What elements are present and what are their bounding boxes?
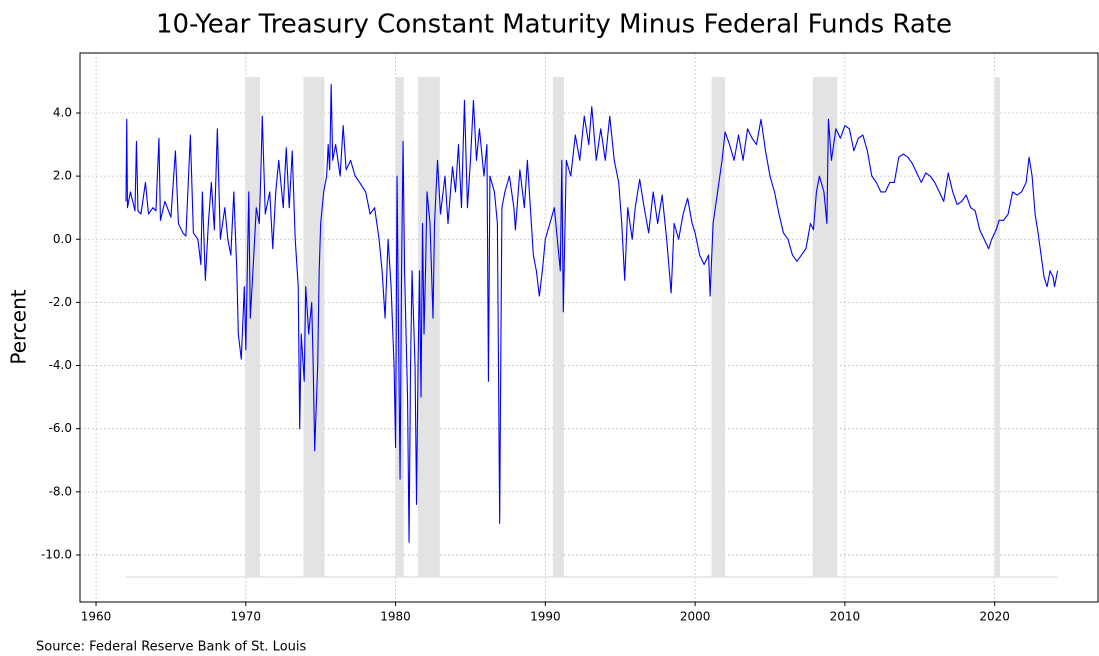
y-tick-label: 4.0 — [53, 105, 72, 119]
x-tick-label: 2020 — [979, 610, 1010, 624]
recession-band — [418, 76, 440, 578]
x-tick-label: 1960 — [81, 610, 112, 624]
y-tick-label: 2.0 — [53, 169, 72, 183]
chart-title: 10-Year Treasury Constant Maturity Minus… — [156, 10, 952, 40]
x-tick-label: 1970 — [231, 610, 262, 624]
series-line — [125, 84, 1059, 543]
recession-band — [395, 76, 404, 578]
recession-band — [994, 76, 1000, 578]
y-tick-label: -10.0 — [41, 547, 72, 561]
x-tick-label: 1980 — [380, 610, 411, 624]
source-note: Source: Federal Reserve Bank of St. Loui… — [36, 640, 306, 655]
recession-band — [812, 76, 838, 578]
plot-frame — [79, 52, 1099, 603]
y-tick-label: -8.0 — [49, 484, 72, 498]
y-tick-label: -2.0 — [49, 295, 72, 309]
y-axis-label: Percent — [7, 289, 31, 364]
y-tick-label: -6.0 — [49, 421, 72, 435]
recession-band — [552, 76, 565, 578]
x-tick-label: 2010 — [830, 610, 861, 624]
x-tick-label: 2000 — [680, 610, 711, 624]
y-tick-label: 0.0 — [53, 232, 72, 246]
x-tick-label: 1990 — [530, 610, 561, 624]
recession-band — [303, 76, 325, 578]
y-tick-label: -4.0 — [49, 358, 72, 372]
recession-band — [711, 76, 726, 578]
recession-band — [245, 76, 261, 578]
